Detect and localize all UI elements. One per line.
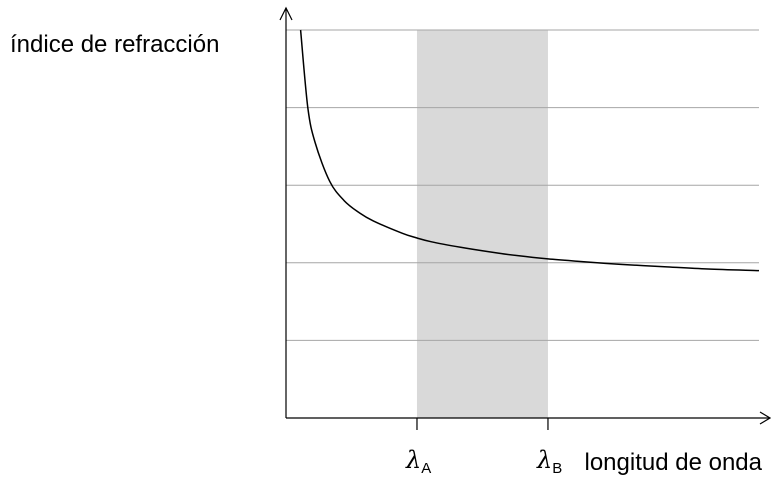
- y-axis-label: índice de refracción: [10, 31, 219, 58]
- y-axis-arrow: [279, 6, 293, 21]
- x-tick-label-a: λA: [405, 446, 431, 477]
- refraction-curve: [299, 29, 760, 272]
- x-axis-arrow: [759, 411, 771, 425]
- x-tick-label-b: λB: [536, 446, 562, 477]
- x-axis-label: longitud de onda: [585, 449, 763, 476]
- shaded-band: [416, 30, 548, 418]
- x-tick-subscript-a: A: [421, 460, 431, 477]
- x-tick-subscript-b: B: [552, 460, 562, 477]
